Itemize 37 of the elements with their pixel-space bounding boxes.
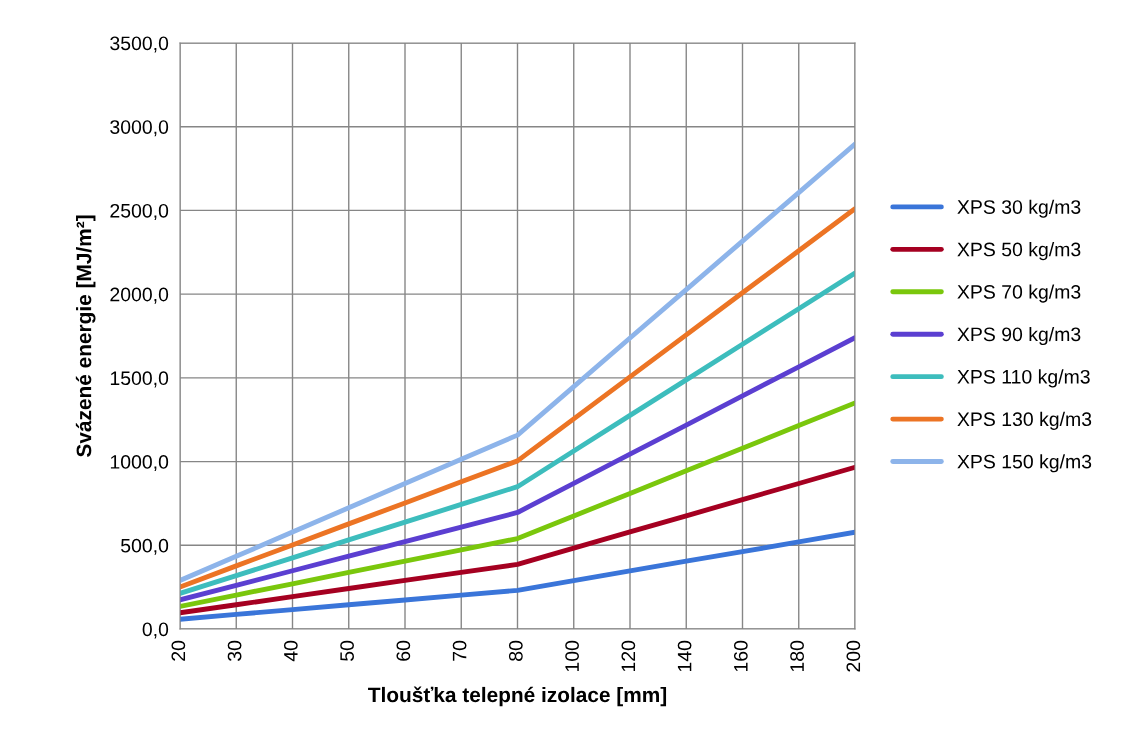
y-tick-label: 2000,0 [110, 287, 169, 304]
line-series [180, 464, 855, 616]
line-series [180, 206, 855, 590]
legend-label: XPS 110 kg/m3 [957, 369, 1090, 388]
line-series [180, 529, 855, 622]
y-tick-label: 500,0 [121, 538, 169, 555]
x-tick-label: 140 [677, 640, 692, 672]
legend-label: XPS 70 kg/m3 [957, 284, 1081, 303]
x-tick-label: 100 [565, 640, 579, 672]
y-axis-title: Svázené energie [MJ/m²] [75, 215, 96, 457]
legend-label: XPS 150 kg/m3 [957, 454, 1092, 473]
x-tick-label: 120 [621, 640, 636, 672]
y-tick-label: 3000,0 [110, 120, 169, 137]
x-tick-label: 50 [340, 640, 354, 661]
legend-label: XPS 130 kg/m3 [957, 411, 1092, 430]
line-series [180, 400, 855, 609]
line-series [180, 270, 855, 596]
y-tick-label: 2500,0 [110, 203, 169, 220]
x-tick-label: 80 [508, 640, 523, 661]
y-tick-label: 0,0 [142, 622, 169, 639]
x-tick-label: 200 [846, 640, 861, 672]
x-tick-label: 20 [171, 640, 186, 661]
legend-label: XPS 90 kg/m3 [957, 326, 1081, 346]
y-tick-label: 1000,0 [110, 455, 169, 472]
legend-label: XPS 50 kg/m3 [957, 242, 1081, 261]
line-series [180, 141, 855, 583]
x-axis-title: Tloušťka telepné izolace [mm] [368, 686, 667, 707]
x-tick-label: 160 [733, 640, 748, 672]
x-tick-label: 60 [396, 640, 411, 661]
x-tick-label: 30 [227, 640, 242, 661]
line-series [180, 335, 855, 603]
y-tick-label: 1500,0 [110, 371, 169, 388]
x-tick-label: 70 [452, 640, 467, 661]
x-tick-label: 40 [283, 640, 298, 662]
y-tick-label: 3500,0 [110, 36, 169, 53]
legend-label: XPS 30 kg/m3 [957, 199, 1081, 218]
x-tick-label: 180 [790, 640, 804, 672]
